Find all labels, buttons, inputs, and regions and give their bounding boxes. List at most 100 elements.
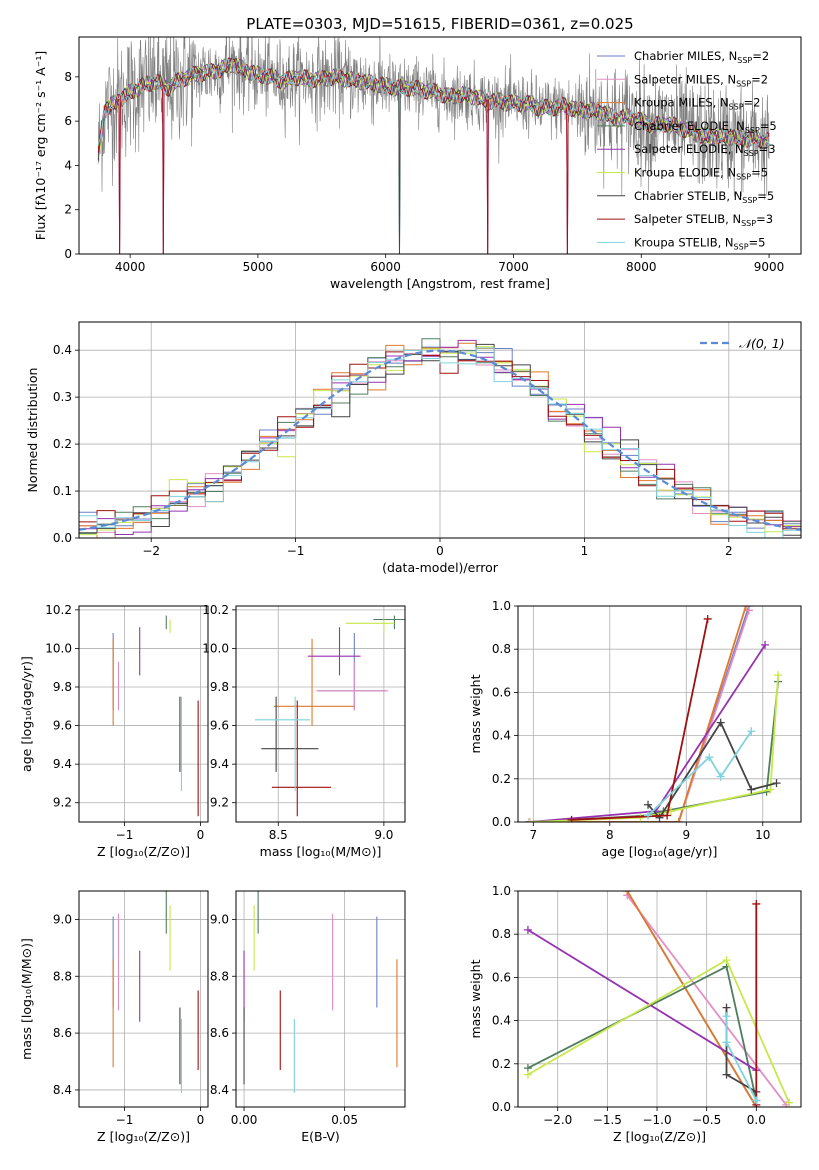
- y-tick-label: 8.6: [53, 1026, 72, 1040]
- y-tick-label: 10.2: [202, 603, 229, 617]
- x-tick-label: −1: [116, 1113, 134, 1127]
- legend-count: =2: [751, 72, 768, 86]
- y-tick-label: 2: [64, 203, 72, 217]
- y-tick-label: 8.4: [210, 1083, 229, 1097]
- y-tick-label: 9.2: [210, 796, 229, 810]
- y-tick-label: 9.4: [210, 757, 229, 771]
- weight-marker-8: [722, 1012, 731, 1021]
- weight-line-5: [527, 958, 790, 1104]
- x-axis-label: mass [log₁₀(M/M⊙)]: [260, 844, 382, 859]
- x-tick-label: −2: [142, 544, 160, 558]
- y-tick-label: 9.8: [53, 680, 72, 694]
- panel-residuals: −2 −1 0 1 2 0.0 0.1 0.2 0.3 0.4 (data-model)/error…: [25, 321, 802, 575]
- x-tick-label: −1.0: [642, 1113, 671, 1127]
- y-tick-label: 0.0: [492, 815, 511, 829]
- y-tick-label: 0.2: [492, 772, 511, 786]
- legend-subscript: SSP: [729, 103, 744, 112]
- axes-frame: [78, 36, 802, 255]
- y-tick-label: 9.6: [53, 719, 72, 733]
- weight-marker-5: [525, 818, 534, 822]
- y-tick-label: 9.0: [53, 912, 72, 926]
- y-tick-label: 4: [64, 158, 72, 172]
- weight-marker-8: [747, 727, 756, 736]
- legend-subscript: SSP: [742, 196, 757, 205]
- weight-line-3: [529, 681, 779, 822]
- x-tick-label: 0.05: [331, 1113, 358, 1127]
- axes-frame: [517, 605, 802, 823]
- model-spectrum-8: [97, 57, 770, 147]
- weight-marker-2: [674, 818, 683, 822]
- y-tick-label: 8: [64, 70, 72, 84]
- y-tick-label: 8.6: [210, 1026, 229, 1040]
- weight-line-3: [527, 965, 758, 1101]
- x-tick-label: 6000: [370, 260, 401, 274]
- y-tick-label: 0.4: [53, 343, 72, 357]
- x-axis-label: E(B-V): [301, 1129, 340, 1144]
- weight-marker-5: [785, 1098, 794, 1107]
- x-axis-label: age [log₁₀(age/yr)]: [602, 844, 718, 859]
- plot-layer: 4000 5000 6000 7000 8000 900002468wavelength …: [19, 36, 802, 1144]
- x-tick-label: 5000: [243, 260, 274, 274]
- weight-marker-5: [523, 1070, 532, 1079]
- y-axis-label: Normed distribution: [25, 368, 40, 493]
- y-tick-label: 0.8: [492, 642, 511, 656]
- weight-line-2: [626, 891, 758, 1107]
- weight-marker-1: [744, 606, 753, 615]
- weight-line-6: [647, 720, 777, 820]
- y-tick-label: 10.0: [202, 641, 229, 655]
- y-tick-label: 0.4: [492, 729, 511, 743]
- weight-line-8: [647, 730, 753, 817]
- y-axis-label: mass [log₁₀(M/M⊙)]: [19, 938, 34, 1060]
- plot-area-mass-vs-ebv: [236, 891, 405, 1107]
- x-tick-label: −0.5: [692, 1113, 721, 1127]
- residual-histogram-8: [79, 347, 801, 538]
- legend-count: =5: [760, 119, 777, 133]
- legend-count: =5: [751, 166, 768, 180]
- y-tick-label: 0.3: [53, 390, 72, 404]
- x-tick-label: 0.0: [747, 1113, 766, 1127]
- y-tick-label: 0.4: [492, 1014, 511, 1028]
- x-tick-label: 8000: [626, 260, 657, 274]
- legend-count: =3: [759, 142, 776, 156]
- legend-entry: Salpeter STELIB, NSSP=3: [634, 212, 773, 228]
- model-spectrum-7: [97, 57, 770, 254]
- legend-entry: Salpeter MILES, NSSP=2: [634, 72, 768, 88]
- x-tick-label: 9.0: [374, 828, 393, 842]
- weight-marker-8: [644, 811, 653, 820]
- x-tick-label: 0: [197, 1113, 205, 1127]
- weight-marker-8: [722, 1038, 731, 1047]
- legend-subscript: SSP: [734, 242, 749, 251]
- plot-area-weight-vs-age: [518, 606, 801, 822]
- y-tick-label: 0.0: [53, 531, 72, 545]
- y-tick-label: 10.2: [45, 603, 72, 617]
- legend-entry: Chabrier STELIB, NSSP=5: [634, 189, 774, 205]
- gaussian-legend-label: 𝒩(0, 1): [739, 336, 785, 351]
- panel-age-vs-mass: 8.5 9.0 9.2 9.4 9.6 9.8 10.0 10.2 mass [log₁₀(M/…: [202, 603, 406, 859]
- legend-subscript: SSP: [741, 219, 756, 228]
- y-tick-label: 8.8: [210, 969, 229, 983]
- legend-count: =5: [749, 235, 766, 249]
- weight-marker-7: [752, 899, 761, 908]
- axes-frame: [235, 605, 406, 823]
- y-tick-label: 0.1: [53, 484, 72, 498]
- weight-marker-6: [772, 779, 781, 788]
- legend-count: =5: [757, 189, 774, 203]
- weight-line-4: [527, 929, 757, 1072]
- weight-marker-8: [752, 1096, 761, 1105]
- x-tick-label: 7: [529, 828, 537, 842]
- y-tick-label: 0.2: [53, 437, 72, 451]
- axes-frame: [517, 890, 802, 1108]
- figure-title: PLATE=0303, MJD=51615, FIBERID=0361, z=0…: [246, 15, 633, 33]
- y-tick-label: 9.2: [53, 796, 72, 810]
- x-axis-label: (data-model)/error: [382, 560, 499, 575]
- weight-marker-7: [663, 811, 672, 820]
- plot-area-age-vs-Z: [79, 606, 208, 822]
- gaussian-curve: [79, 349, 801, 531]
- y-tick-label: 8.4: [53, 1083, 72, 1097]
- y-tick-label: 0.6: [492, 685, 511, 699]
- plot-area-spectrum: [97, 37, 770, 254]
- weight-marker-8: [716, 772, 725, 781]
- y-axis-label: age [log₁₀(age/yr)]: [19, 656, 34, 772]
- legend-entry: Chabrier ELODIE, NSSP=5: [634, 119, 777, 135]
